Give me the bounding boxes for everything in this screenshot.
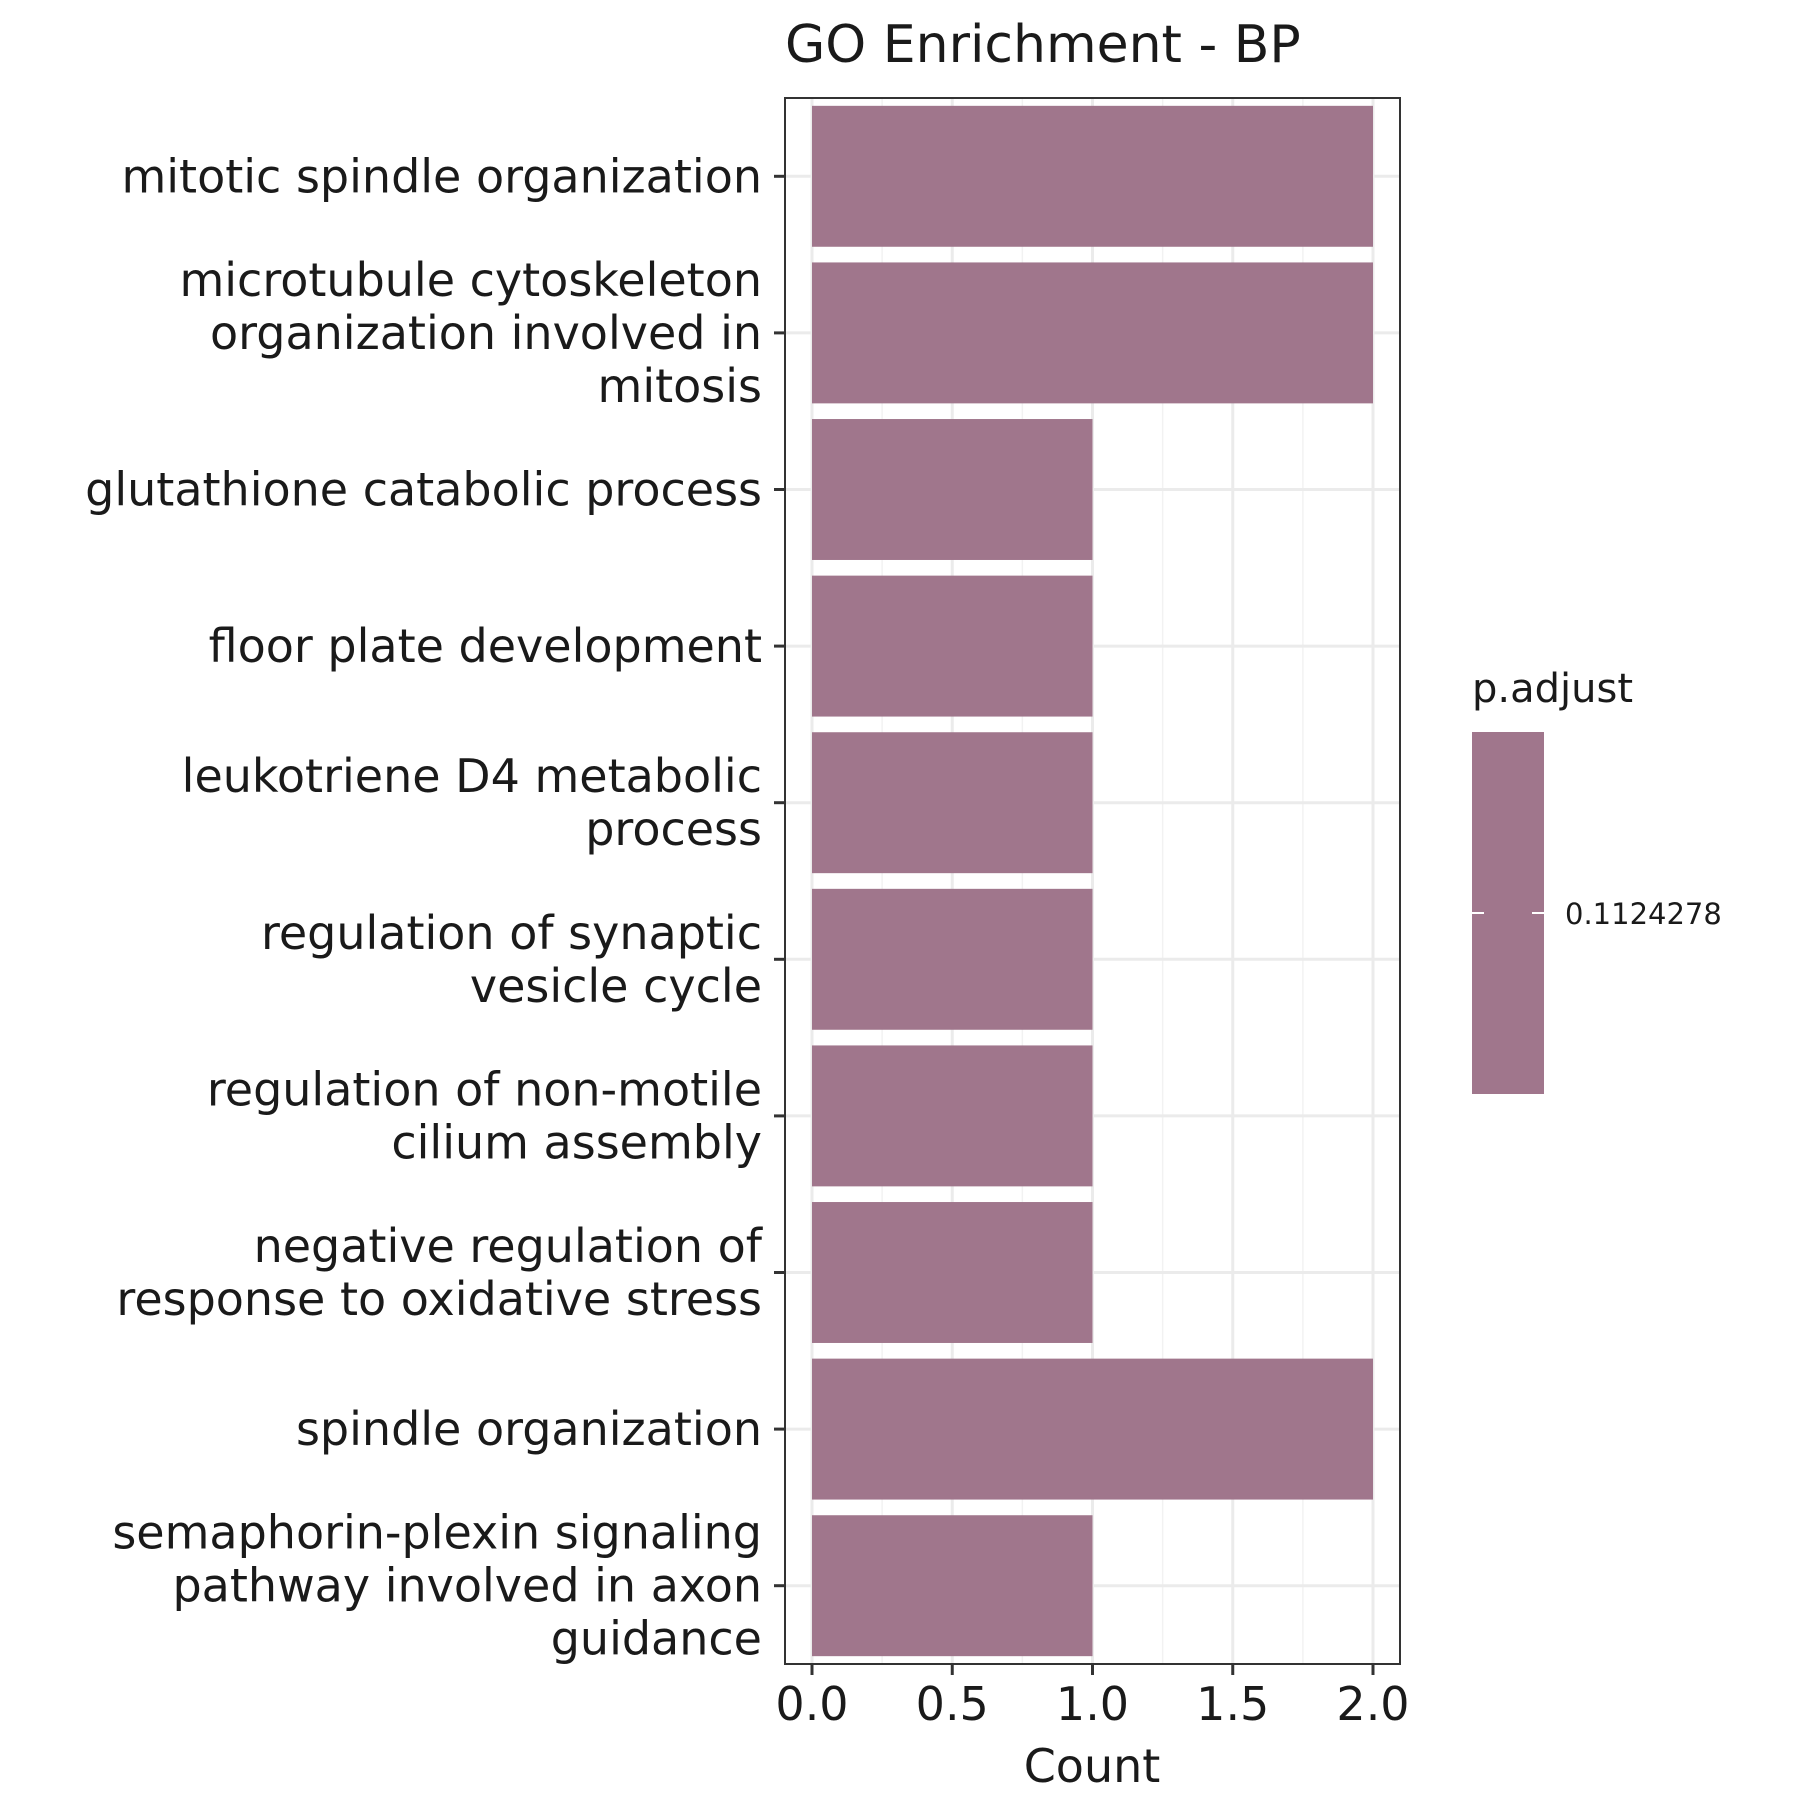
category-label: regulation of synaptic — [261, 906, 762, 960]
bar — [812, 1359, 1373, 1500]
category-label: microtubule cytoskeleton — [179, 253, 762, 307]
category-label: mitosis — [598, 359, 762, 413]
bar — [812, 419, 1093, 560]
category-label: cilium assembly — [391, 1115, 762, 1169]
category-label: negative regulation of — [254, 1219, 764, 1273]
bar — [812, 106, 1373, 247]
category-label: spindle organization — [296, 1402, 762, 1456]
bar — [812, 262, 1373, 403]
x-tick-label: 1.0 — [1056, 1677, 1129, 1731]
bar — [812, 1515, 1093, 1656]
category-label: process — [585, 802, 762, 856]
legend-value-label: 0.1124278 — [1565, 897, 1722, 931]
bar — [812, 732, 1093, 873]
bar — [812, 1045, 1093, 1186]
category-label: leukotriene D4 metabolic — [182, 749, 762, 803]
category-label: regulation of non-motile — [207, 1062, 762, 1116]
x-tick-label: 0.0 — [775, 1677, 848, 1731]
chart-title: GO Enrichment - BP — [785, 15, 1301, 75]
category-label: pathway involved in axon — [172, 1559, 762, 1613]
category-label: mitotic spindle organization — [121, 149, 762, 203]
category-label: organization involved in — [210, 306, 762, 360]
legend-title: p.adjust — [1472, 666, 1633, 712]
category-label: floor plate development — [209, 619, 762, 673]
bar — [812, 576, 1093, 717]
bar — [812, 889, 1093, 1030]
category-label: vesicle cycle — [470, 959, 762, 1013]
y-axis-labels: mitotic spindle organization microtubule … — [85, 149, 785, 1665]
x-tick-label: 1.5 — [1196, 1677, 1269, 1731]
x-tick-label: 2.0 — [1336, 1677, 1409, 1731]
x-axis-ticks: 0.0 0.5 1.0 1.5 2.0 — [775, 1664, 1409, 1731]
category-label: glutathione catabolic process — [85, 463, 762, 517]
legend: p.adjust 0.1124278 — [1472, 666, 1722, 1094]
category-label: semaphorin-plexin signaling — [112, 1506, 762, 1560]
category-label: guidance — [551, 1612, 762, 1666]
category-label: response to oxidative stress — [116, 1272, 762, 1326]
x-tick-label: 0.5 — [916, 1677, 989, 1731]
bar — [812, 1202, 1093, 1343]
x-axis-title: Count — [1024, 1739, 1161, 1793]
